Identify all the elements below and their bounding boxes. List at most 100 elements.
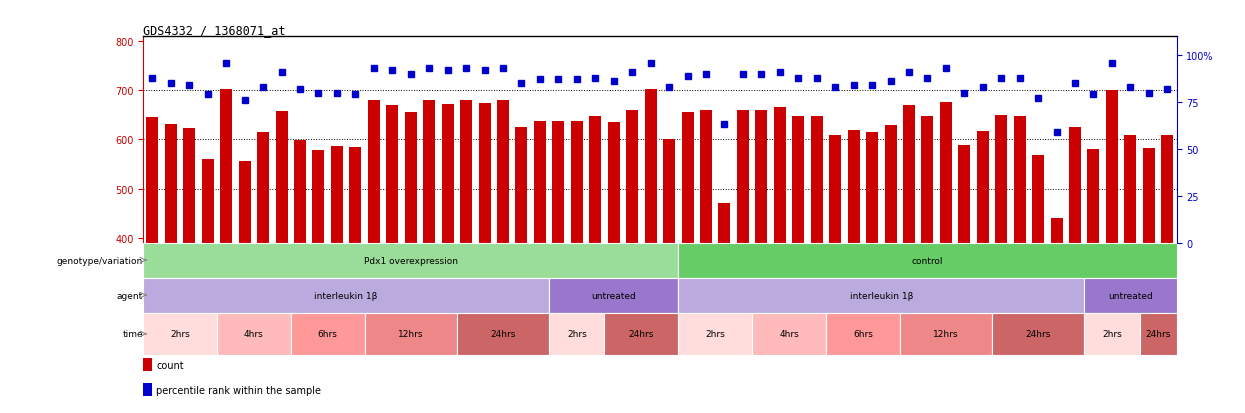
Bar	[1124, 135, 1137, 413]
Text: 2hrs: 2hrs	[566, 330, 586, 339]
Bar	[534, 121, 545, 413]
Bar	[549, 313, 605, 355]
Bar	[756, 111, 767, 413]
Bar	[992, 313, 1084, 355]
Bar	[147, 118, 158, 413]
Bar	[700, 111, 712, 413]
Bar	[884, 126, 896, 413]
Bar	[423, 101, 436, 413]
Bar	[497, 101, 509, 413]
Text: untreated: untreated	[591, 291, 636, 300]
Bar	[143, 278, 549, 313]
Text: 24hrs: 24hrs	[1145, 330, 1170, 339]
Bar	[737, 111, 749, 413]
Bar	[1084, 313, 1139, 355]
Bar	[515, 128, 528, 413]
Bar	[825, 313, 900, 355]
Bar	[331, 147, 342, 413]
Bar	[143, 383, 152, 396]
Bar	[645, 90, 656, 413]
Bar	[664, 140, 675, 413]
Bar	[681, 113, 693, 413]
Text: time: time	[122, 330, 143, 339]
Bar	[1106, 91, 1118, 413]
Bar	[220, 90, 233, 413]
Text: genotype/variation: genotype/variation	[57, 256, 143, 265]
Bar	[386, 105, 398, 413]
Text: GDS4332 / 1368071_at: GDS4332 / 1368071_at	[143, 24, 285, 37]
Text: 6hrs: 6hrs	[317, 330, 337, 339]
Bar	[1069, 128, 1081, 413]
Text: 12hrs: 12hrs	[933, 330, 959, 339]
Bar	[570, 122, 583, 413]
Text: 4hrs: 4hrs	[244, 330, 264, 339]
Bar	[457, 313, 549, 355]
Bar	[1084, 278, 1177, 313]
Bar	[164, 124, 177, 413]
Bar	[549, 278, 679, 313]
Bar	[605, 313, 679, 355]
Bar	[1143, 149, 1155, 413]
Text: untreated: untreated	[1108, 291, 1153, 300]
Bar	[312, 150, 325, 413]
Bar	[626, 111, 639, 413]
Bar	[940, 102, 952, 413]
Bar	[1162, 135, 1173, 413]
Bar	[258, 133, 269, 413]
Bar	[202, 160, 214, 413]
Bar	[291, 313, 365, 355]
Bar	[405, 113, 417, 413]
Bar	[792, 116, 804, 413]
Bar	[275, 112, 288, 413]
Text: control: control	[911, 256, 944, 265]
Bar	[1013, 116, 1026, 413]
Bar	[1087, 150, 1099, 413]
Text: 6hrs: 6hrs	[853, 330, 873, 339]
Bar	[217, 313, 291, 355]
Bar	[143, 358, 152, 371]
Bar	[774, 108, 786, 413]
Text: Pdx1 overexpression: Pdx1 overexpression	[364, 256, 458, 265]
Text: 2hrs: 2hrs	[1102, 330, 1122, 339]
Bar	[589, 116, 601, 413]
Text: 24hrs: 24hrs	[1026, 330, 1051, 339]
Bar	[350, 148, 361, 413]
Bar	[752, 313, 825, 355]
Bar	[995, 116, 1007, 413]
Bar	[679, 243, 1177, 278]
Bar	[1051, 218, 1062, 413]
Text: 24hrs: 24hrs	[491, 330, 515, 339]
Bar	[143, 243, 679, 278]
Text: agent: agent	[117, 291, 143, 300]
Text: 4hrs: 4hrs	[779, 330, 799, 339]
Text: 12hrs: 12hrs	[398, 330, 423, 339]
Bar	[461, 101, 472, 413]
Bar	[478, 103, 491, 413]
Text: percentile rank within the sample: percentile rank within the sample	[156, 385, 321, 395]
Text: interleukin 1β: interleukin 1β	[315, 291, 377, 300]
Bar	[900, 313, 992, 355]
Bar	[183, 128, 195, 413]
Bar	[718, 204, 731, 413]
Bar	[679, 313, 752, 355]
Bar	[921, 116, 934, 413]
Bar	[143, 313, 217, 355]
Bar	[1139, 313, 1177, 355]
Bar	[977, 131, 989, 413]
Bar	[848, 130, 859, 413]
Bar	[294, 141, 306, 413]
Bar	[553, 121, 564, 413]
Bar	[239, 161, 250, 413]
Bar	[367, 101, 380, 413]
Bar	[442, 104, 453, 413]
Bar	[679, 278, 1084, 313]
Text: interleukin 1β: interleukin 1β	[849, 291, 913, 300]
Bar	[810, 116, 823, 413]
Text: 2hrs: 2hrs	[706, 330, 725, 339]
Bar	[867, 133, 878, 413]
Text: count: count	[156, 360, 184, 370]
Bar	[608, 123, 620, 413]
Text: 24hrs: 24hrs	[629, 330, 654, 339]
Text: 2hrs: 2hrs	[171, 330, 190, 339]
Bar	[959, 146, 970, 413]
